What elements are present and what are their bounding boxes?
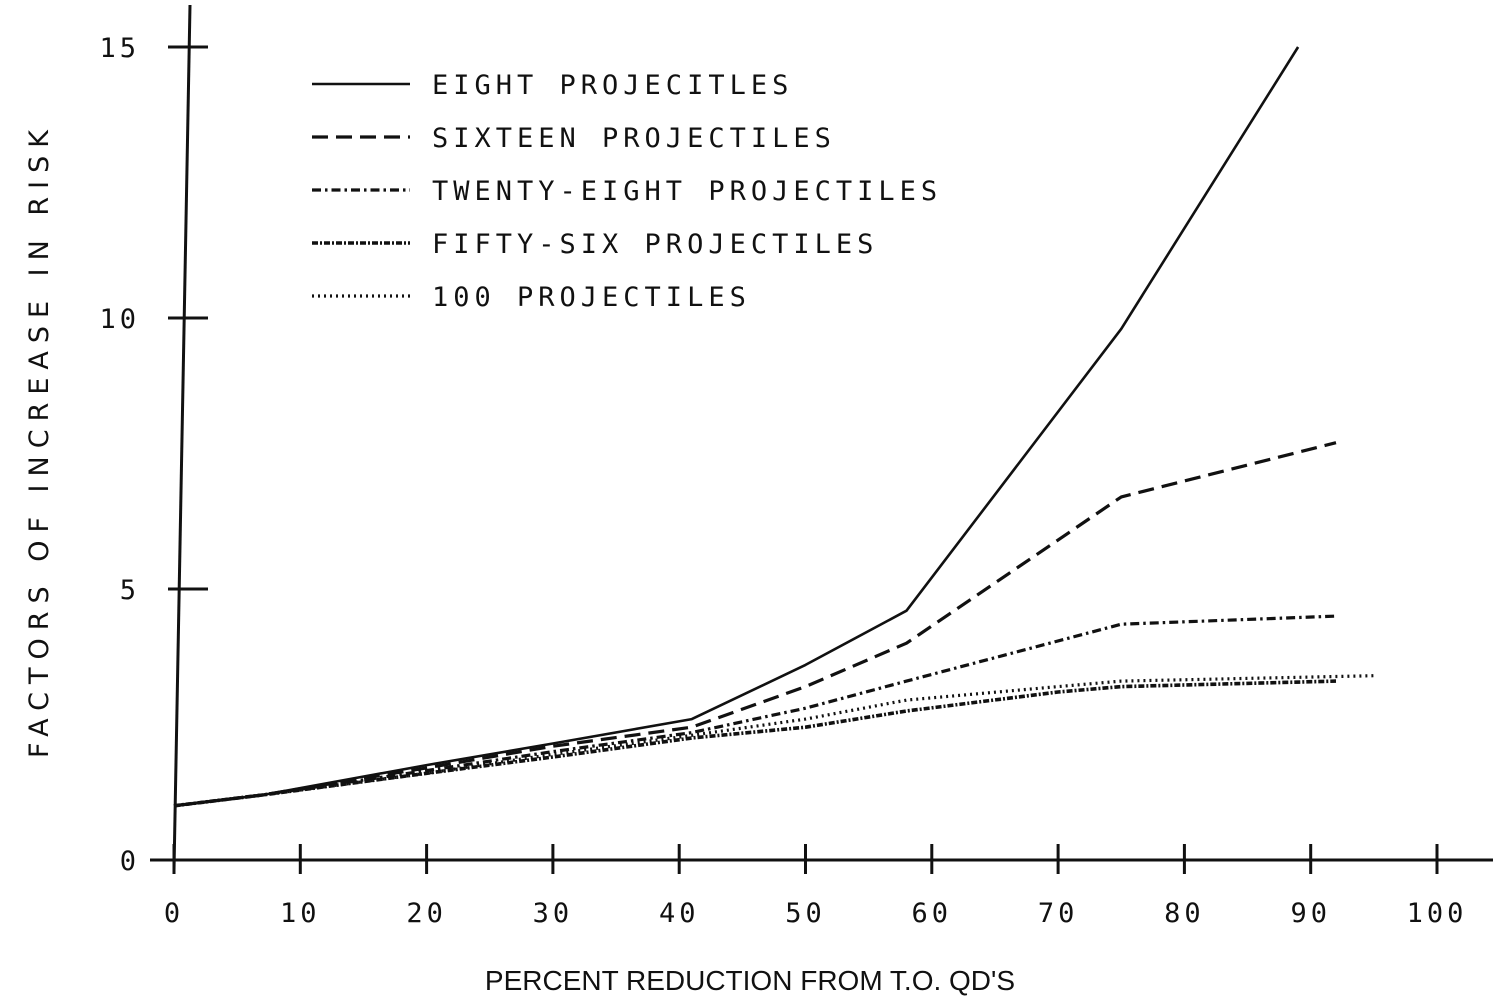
series-line-3	[173, 614, 1337, 808]
legend-label-2: SIXTEEN PROJECTILES	[432, 123, 836, 154]
x-tick-label: 30	[533, 898, 574, 929]
legend-label-1: EIGHT PROJECITLES	[432, 70, 793, 101]
x-tick-label: 50	[785, 898, 826, 929]
legend-label-5: 100 PROJECTILES	[432, 282, 751, 313]
legend-label-3: TWENTY-EIGHT PROJECTILES	[432, 176, 942, 207]
series-line-1	[173, 46, 1300, 808]
x-axis-label: PERCENT REDUCTION FROM T.O. QD'S	[485, 965, 1015, 996]
x-tick-label: 100	[1407, 898, 1468, 929]
x-tick-label: 70	[1038, 898, 1079, 929]
series-layer	[173, 46, 1374, 808]
x-tick-label: 90	[1290, 898, 1331, 929]
x-tick-label: 40	[659, 898, 700, 929]
axes: 0 10 20 30 40 50 60 70 80 90 100 0 5 10 15	[99, 4, 1493, 929]
y-tick-label: 5	[120, 575, 140, 606]
y-tick-label: 10	[99, 304, 140, 335]
x-tick-label: 20	[406, 898, 447, 929]
y-tick-label: 0	[120, 846, 140, 877]
legend: EIGHT PROJECITLES SIXTEEN PROJECTILES TWEN…	[312, 70, 942, 313]
x-tick-label: 10	[280, 898, 321, 929]
series-line-4	[173, 679, 1337, 808]
y-axis-line	[172, 4, 192, 871]
y-tick-label: 15	[99, 33, 140, 64]
x-tick-label: 60	[912, 898, 953, 929]
x-tick-label: 80	[1164, 898, 1205, 929]
legend-label-4: FIFTY-SIX PROJECTILES	[432, 229, 878, 260]
series-line-5	[173, 674, 1374, 808]
x-tick-label: 0	[164, 898, 184, 929]
y-axis-label: FACTORS OF INCREASE IN RISK	[24, 122, 55, 758]
series-line-2	[173, 441, 1337, 808]
